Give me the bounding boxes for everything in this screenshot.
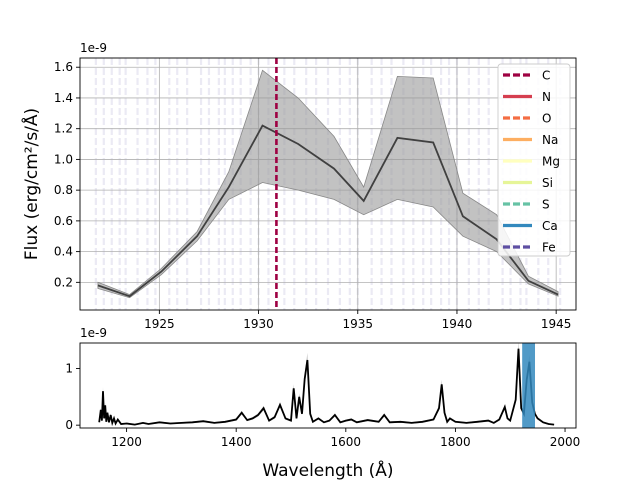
legend-label: Si	[542, 176, 553, 190]
legend-label: C	[542, 69, 550, 83]
legend-label: S	[542, 198, 550, 212]
zoom-x-tick-label: 1930	[243, 317, 274, 331]
zoom-y-tick-label: 1.4	[54, 91, 73, 105]
legend: CNO Na Mg Si S Ca Fe	[497, 63, 571, 257]
full-panel: 1200 1400 1600 1800 2000 01 1e-9 Wavelength …	[65, 326, 580, 481]
zoom-uncertainty-band	[97, 69, 559, 299]
full-x-tick-label: 1400	[221, 435, 252, 449]
full-y-ticks: 01	[65, 362, 80, 432]
zoom-offset-text: 1e-9	[80, 41, 107, 55]
full-x-ticks: 1200 1400 1600 1800 2000	[111, 428, 580, 449]
full-x-tick-label: 1200	[111, 435, 142, 449]
zoom-y-tick-label: 0.4	[54, 245, 73, 259]
zoom-x-tick-label: 1925	[144, 317, 175, 331]
zoom-x-ticks: 1925 1930 1935 1940 1945	[144, 310, 571, 331]
legend-entries: CNO Na Mg Si S Ca Fe	[503, 69, 560, 255]
full-axes-frame	[79, 342, 577, 429]
zoom-y-axis-label: Flux (erg/cm²/s/Å)	[20, 108, 42, 260]
zoom-y-tick-label: 0.8	[54, 183, 73, 197]
zoom-y-tick-label: 1.0	[54, 152, 73, 166]
zoom-y-tick-label: 1.2	[54, 122, 73, 136]
legend-label: Na	[542, 133, 558, 147]
legend-label: N	[542, 90, 551, 104]
zoom-band-group	[97, 58, 559, 310]
full-x-axis-label: Wavelength (Å)	[262, 459, 393, 480]
zoom-y-ticks: 0.2 0.4 0.6 0.8 1.0 1.2 1.4 1.6	[54, 60, 80, 289]
zoom-y-tick-label: 1.6	[54, 60, 73, 74]
full-x-tick-label: 2000	[550, 435, 581, 449]
zoom-y-tick-label: 0.6	[54, 214, 73, 228]
full-x-tick-label: 1600	[331, 435, 362, 449]
full-window-marker	[522, 343, 536, 428]
zoom-x-tick-label: 1945	[541, 317, 572, 331]
legend-label: Fe	[542, 241, 556, 255]
zoom-y-tick-label: 0.2	[54, 275, 73, 289]
full-y-tick-label: 0	[65, 418, 73, 432]
full-plot-area	[80, 343, 576, 428]
legend-label: Mg	[542, 155, 560, 169]
legend-box	[497, 63, 571, 257]
full-spectrum-group	[98, 343, 555, 428]
full-offset-text: 1e-9	[80, 326, 107, 340]
zoom-panel: 1925 1930 1935 1940 1945 0.2 0.4 0.6 0.8 1.0 1.2 1…	[20, 41, 577, 331]
zoom-mean-flux-line	[97, 124, 559, 298]
full-x-tick-label: 1800	[440, 435, 471, 449]
zoom-axes-frame	[79, 57, 577, 311]
full-spectrum-line	[98, 348, 555, 427]
zoom-x-tick-label: 1935	[342, 317, 373, 331]
legend-label: O	[542, 112, 551, 126]
zoom-x-tick-label: 1940	[442, 317, 473, 331]
full-y-tick-label: 1	[65, 362, 73, 376]
legend-label: Ca	[542, 219, 558, 233]
